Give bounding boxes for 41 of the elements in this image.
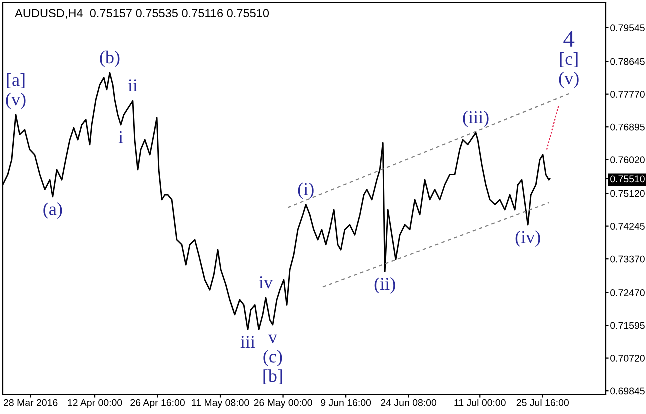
y-tick-label: 0.76895 [610,124,645,131]
x-tick-label: 24 Jun 08:00 [381,399,437,406]
y-tick-label: 0.79545 [610,24,645,32]
y-tick-label: 0.71595 [610,322,645,330]
annotation: (iii) [463,110,489,128]
y-tick-label: 0.69845 [610,388,645,395]
annotation: (a) [44,202,62,220]
x-tick-label: 28 Mar 2016 [4,399,58,406]
y-tick-label: 0.76020 [610,156,645,164]
y-tick-label: 0.70720 [610,355,645,362]
x-tick-label: 9 Jun 16:00 [321,399,372,406]
x-tick-label: 26 Apr 16:00 [130,399,185,408]
annotation: i [118,131,124,144]
y-tick-label: 0.78645 [610,58,645,66]
x-tick-label: 26 May 00:00 [254,399,312,408]
x-tick-label: 12 Apr 00:00 [68,399,122,408]
annotation: v [268,334,278,344]
annotation: iii [240,336,256,348]
y-tick-label: 0.74245 [610,223,645,230]
annotation: (v) [6,92,26,110]
y-tick-label: 0.75120 [610,190,645,198]
annotation: ii [128,80,138,92]
y-tick-label: 0.73370 [610,256,645,263]
y-tick-label: 0.75510 [610,176,645,183]
annotation: (iv) [516,230,540,248]
chart-title: AUDUSD,H4 0.75157 0.75535 0.75116 0.75510 [15,9,270,19]
annotation: (v) [559,72,579,88]
x-tick-label: 11 Jul 00:00 [454,399,506,406]
annotation: [c] [560,52,578,68]
annotation: iv [259,276,274,289]
annotation: (c) [264,350,282,367]
x-tick-label: 11 May 08:00 [192,399,250,408]
y-tick-label: 0.77770 [610,91,645,98]
annotation: (i) [298,182,314,200]
annotation: (ii) [374,278,396,294]
annotation: (b) [100,50,120,68]
x-tick-label: 25 Jul 16:00 [516,399,569,406]
annotation: [b] [264,370,282,385]
annotation: [a] [7,73,25,88]
y-tick-label: 0.72470 [610,290,645,296]
annotation: 4 [564,31,575,47]
